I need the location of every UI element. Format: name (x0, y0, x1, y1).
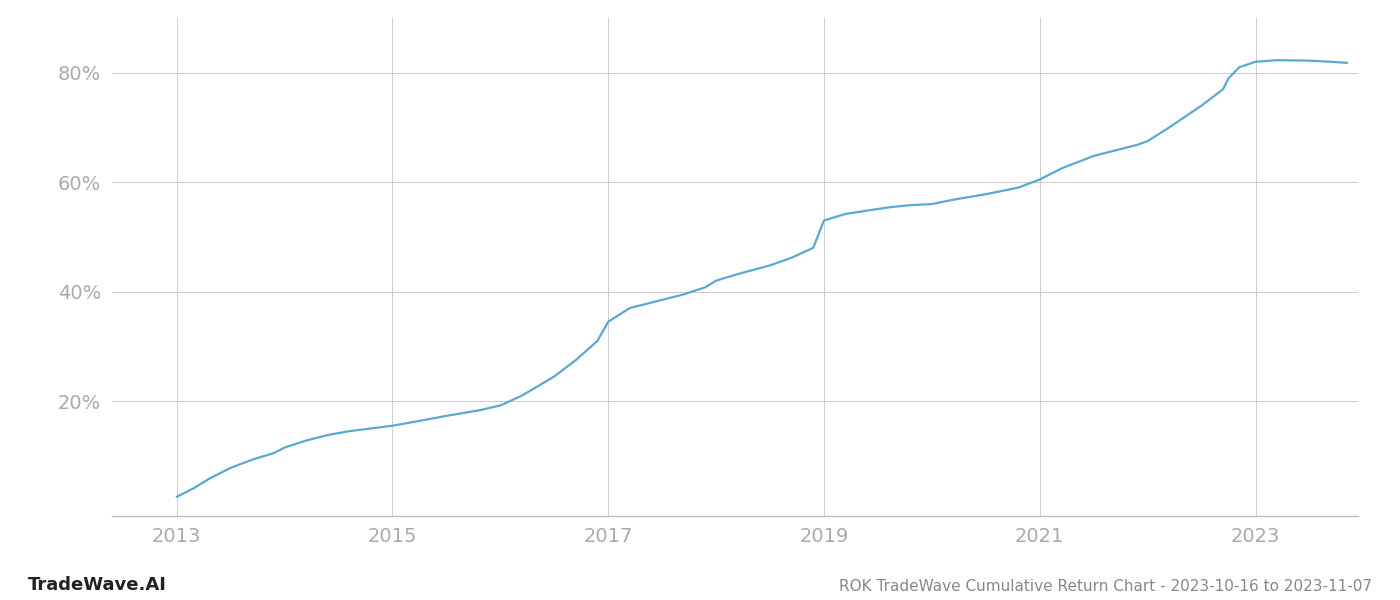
Text: ROK TradeWave Cumulative Return Chart - 2023-10-16 to 2023-11-07: ROK TradeWave Cumulative Return Chart - … (839, 579, 1372, 594)
Text: TradeWave.AI: TradeWave.AI (28, 576, 167, 594)
